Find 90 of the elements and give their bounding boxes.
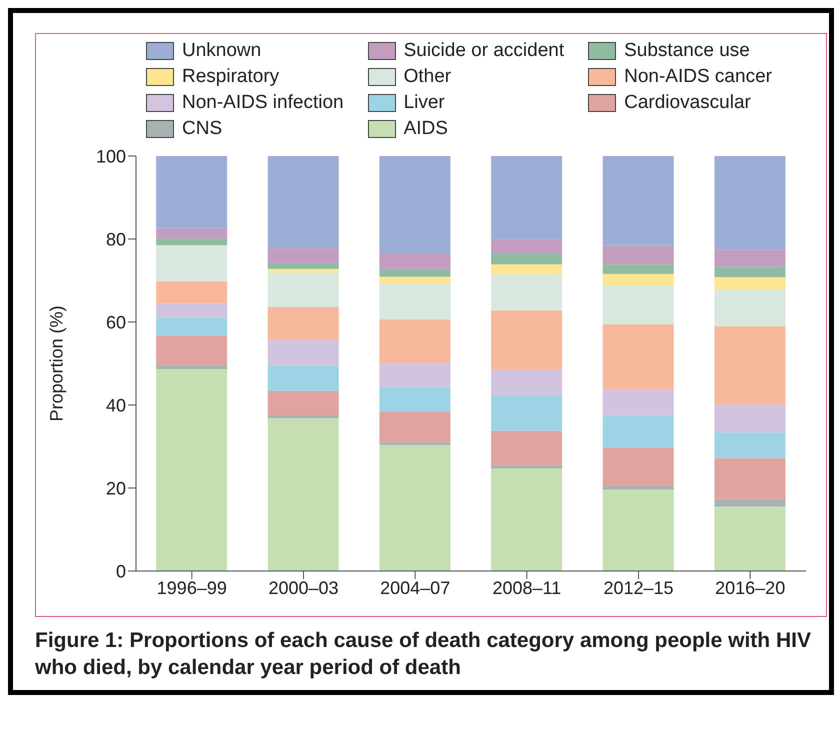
bar (491, 274, 562, 310)
bar (602, 490, 674, 571)
bar (379, 320, 450, 363)
x-tick-label: 2000–03 (268, 578, 339, 598)
legend-label: Suicide or accident (404, 40, 564, 62)
y-tick-label: 20 (106, 478, 126, 498)
bar (491, 465, 562, 468)
bar (602, 416, 674, 448)
bar (268, 366, 339, 391)
text: Figure 1: Proportions of each cause of death category among people with HIV who died, by calendar year period of death (34, 628, 812, 682)
bar (156, 303, 228, 318)
bar (602, 264, 674, 274)
bar (156, 246, 228, 282)
bar (379, 283, 450, 320)
bar (379, 254, 450, 269)
bar (602, 245, 674, 264)
bar (602, 486, 674, 490)
bar (714, 404, 786, 432)
y-tick-label: 40 (106, 395, 126, 416)
x-tick-label: 2016–20 (715, 578, 786, 598)
bar (268, 414, 339, 418)
legend-label: Respiratory (182, 66, 280, 88)
bar (379, 442, 450, 445)
bar (714, 326, 786, 405)
bar (602, 285, 674, 324)
bar (714, 156, 786, 250)
y-tick-label: 100 (96, 146, 126, 166)
legend-label: Unknown (182, 40, 262, 62)
bar (268, 307, 339, 340)
bar (602, 390, 674, 416)
bar (379, 156, 450, 254)
bar (268, 263, 339, 269)
bar (379, 386, 450, 412)
bar (602, 324, 674, 390)
y-axis-title: Proportion (%) (46, 305, 66, 422)
bar (268, 272, 339, 308)
bar (268, 156, 339, 248)
bar (156, 281, 228, 304)
legend-label: Other (404, 66, 452, 88)
bar (602, 274, 674, 286)
bar (491, 240, 562, 254)
bar (379, 268, 450, 277)
bar (268, 418, 339, 571)
x-tick-label: 2012–15 (603, 578, 674, 598)
bar (379, 362, 450, 387)
legend-label: Substance use (624, 40, 750, 62)
bar (156, 238, 228, 246)
bar (491, 395, 562, 431)
legend-label: AIDS (404, 118, 448, 140)
bar (714, 250, 786, 267)
bar (156, 318, 228, 336)
bar (268, 340, 339, 366)
bar (379, 412, 450, 442)
legend-label: Liver (404, 92, 445, 114)
bar (714, 506, 786, 571)
y-tick-label: 80 (106, 229, 126, 250)
bar (714, 277, 786, 290)
bar (156, 156, 228, 228)
bar (491, 310, 562, 370)
bar (491, 430, 562, 466)
bar (714, 499, 786, 507)
bar (714, 458, 786, 500)
bar (602, 156, 674, 246)
bar (714, 266, 786, 278)
x-tick-label: 1996–99 (156, 578, 227, 598)
bar (379, 444, 450, 571)
bar (602, 447, 674, 486)
bar (491, 156, 562, 240)
bar (156, 369, 228, 571)
bar (491, 370, 562, 396)
bar (156, 365, 228, 370)
legend-label: Cardiovascular (624, 92, 751, 114)
bar (268, 268, 339, 273)
bar (714, 432, 786, 458)
x-tick-label: 2004–07 (380, 578, 450, 598)
x-tick-label: 2008–11 (492, 578, 562, 598)
bar (156, 335, 228, 366)
bar (379, 276, 450, 284)
legend-label: Non-AIDS cancer (624, 66, 772, 88)
bar (491, 254, 562, 264)
bar (491, 468, 562, 571)
legend-label: Non-AIDS infection (182, 92, 344, 114)
legend-label: CNS (182, 118, 222, 140)
y-tick-label: 60 (106, 312, 126, 332)
y-tick-label: 0 (116, 561, 126, 582)
bar (268, 248, 339, 264)
bar (156, 228, 228, 239)
bar (268, 390, 339, 415)
bar (714, 290, 786, 326)
bar (491, 264, 562, 274)
